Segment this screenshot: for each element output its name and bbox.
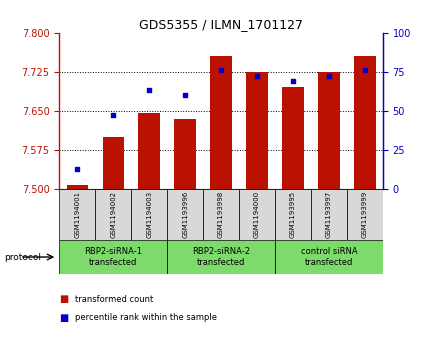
Bar — [354, 56, 376, 189]
Text: GSM1193995: GSM1193995 — [290, 191, 296, 238]
Point — [361, 67, 368, 73]
Point — [110, 113, 117, 118]
Text: ■: ■ — [59, 313, 69, 323]
Text: GSM1194002: GSM1194002 — [110, 191, 116, 238]
Bar — [131, 189, 167, 240]
Text: control siRNA
transfected: control siRNA transfected — [301, 247, 357, 267]
Bar — [167, 189, 203, 240]
Text: RBP2-siRNA-2
transfected: RBP2-siRNA-2 transfected — [192, 247, 250, 267]
Point — [146, 87, 153, 93]
Text: GSM1193998: GSM1193998 — [218, 191, 224, 238]
Text: percentile rank within the sample: percentile rank within the sample — [75, 313, 217, 322]
Text: protocol: protocol — [4, 253, 41, 261]
Bar — [95, 189, 131, 240]
Text: GSM1193997: GSM1193997 — [326, 191, 332, 238]
Text: GSM1193999: GSM1193999 — [362, 191, 368, 238]
Bar — [282, 87, 304, 189]
Bar — [66, 185, 88, 189]
Bar — [203, 189, 239, 240]
Point — [326, 73, 333, 79]
Bar — [347, 189, 383, 240]
Point — [218, 67, 225, 73]
Bar — [318, 72, 340, 189]
Point — [253, 73, 260, 79]
Bar — [59, 189, 95, 240]
Point — [74, 166, 81, 171]
Bar — [275, 189, 311, 240]
Text: GSM1194003: GSM1194003 — [146, 191, 152, 238]
Bar — [311, 189, 347, 240]
Bar — [59, 240, 167, 274]
Bar — [210, 56, 232, 189]
Bar — [103, 137, 124, 189]
Text: transformed count: transformed count — [75, 295, 153, 304]
Text: GSM1194001: GSM1194001 — [74, 191, 81, 238]
Bar — [239, 189, 275, 240]
Bar — [275, 240, 383, 274]
Title: GDS5355 / ILMN_1701127: GDS5355 / ILMN_1701127 — [139, 19, 303, 32]
Bar — [167, 240, 275, 274]
Text: GSM1194000: GSM1194000 — [254, 191, 260, 238]
Text: ■: ■ — [59, 294, 69, 305]
Bar — [174, 119, 196, 189]
Point — [182, 92, 189, 98]
Text: GSM1193996: GSM1193996 — [182, 191, 188, 238]
Point — [290, 78, 297, 84]
Text: RBP2-siRNA-1
transfected: RBP2-siRNA-1 transfected — [84, 247, 142, 267]
Bar — [246, 72, 268, 189]
Bar — [139, 113, 160, 189]
